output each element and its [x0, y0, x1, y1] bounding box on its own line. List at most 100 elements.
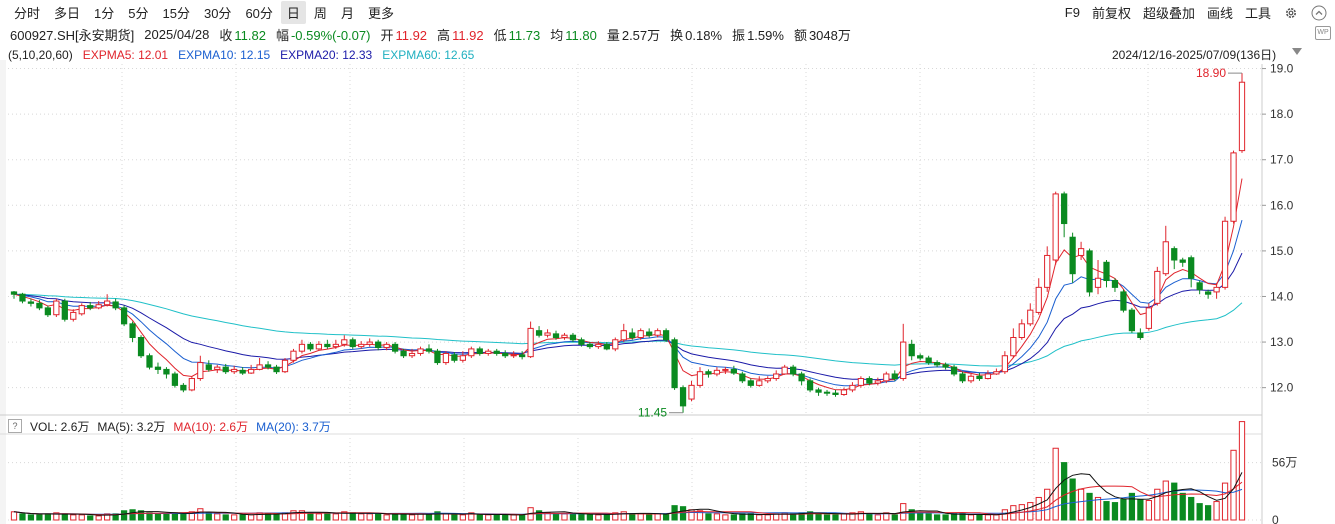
candle-up — [1221, 220, 1229, 288]
volume-bar-up — [231, 514, 238, 521]
volume-bar-down — [1171, 482, 1178, 521]
tab-9[interactable]: 月 — [340, 6, 354, 21]
draw-line-button[interactable]: 画线 — [1206, 6, 1233, 21]
volume-bar-up — [188, 511, 195, 521]
candle-down — [239, 369, 246, 374]
volume-bar-down — [603, 514, 610, 521]
candle-up — [1154, 270, 1161, 304]
volume-bar-down — [222, 514, 229, 521]
super-overlay-button[interactable]: 超级叠加 — [1142, 6, 1195, 21]
wp-badge[interactable]: WP — [1315, 26, 1331, 40]
settings-gear-icon[interactable] — [1283, 5, 1299, 21]
turnover-label: 换 — [670, 27, 684, 43]
volume-bar-up — [561, 513, 568, 521]
tab-10[interactable]: 更多 — [367, 6, 394, 21]
volume-bar-up — [332, 513, 339, 521]
close-label: 收 — [219, 27, 233, 43]
candle-down — [1111, 280, 1119, 288]
price-tick-label: 14.0 — [1270, 289, 1294, 303]
candle-up — [857, 378, 865, 386]
f9-button[interactable]: F9 — [1064, 5, 1080, 20]
volume-bar-up — [341, 511, 348, 521]
volume-bar-up — [620, 511, 627, 521]
tools-button[interactable]: 工具 — [1244, 6, 1271, 21]
volume-bar-up — [315, 513, 323, 521]
turnover-field: 换 0.18% — [670, 25, 722, 44]
volume-field: 量 2.57万 — [607, 25, 660, 44]
candle-up — [1145, 307, 1152, 329]
change-value: -0.59%(-0.07) — [290, 27, 371, 43]
volume-bar-down — [866, 513, 873, 521]
candle-up — [722, 368, 729, 371]
toolbar: 分时 多日 1分 5分 15分 30分 60分日周月更多 F9 前复权 超级叠加 画线 工具 — [0, 0, 1335, 25]
range-dropdown-icon[interactable] — [1292, 48, 1302, 55]
volume-bar-down — [1188, 496, 1195, 521]
candle-up — [417, 348, 424, 354]
change-field: 幅 -0.59%(-0.07) — [276, 25, 371, 44]
candle-up — [849, 384, 856, 391]
volume-bar-down — [1069, 478, 1076, 521]
candle-down — [1103, 261, 1110, 282]
vol-ma20-line — [13, 488, 1243, 515]
expma-params[interactable]: (5,10,20,60) — [8, 48, 73, 62]
volume-bar-down — [1086, 492, 1093, 521]
volume-bar-down — [493, 514, 500, 521]
date-range-label[interactable]: 2024/12/16-2025/07/09(136日) — [1112, 48, 1277, 62]
tab-6[interactable]: 60分 — [245, 6, 273, 21]
candle-down — [603, 343, 610, 350]
volume-bar-down — [739, 513, 746, 521]
volume-label: 量 — [606, 27, 620, 43]
candle-down — [493, 350, 500, 354]
candle-down — [137, 337, 145, 357]
candle-up — [332, 343, 339, 348]
candle-up — [1162, 241, 1169, 275]
candle-down — [180, 384, 187, 391]
volume-bar-up — [900, 503, 907, 521]
candle-down — [925, 357, 932, 364]
candle-down — [273, 366, 280, 373]
tab-5[interactable]: 30分 — [203, 6, 232, 21]
vol-ma10-line — [13, 481, 1243, 516]
volume-bar-up — [773, 513, 780, 521]
candle-down — [933, 362, 941, 366]
volume-bar-up — [95, 515, 102, 521]
candle-down — [569, 334, 577, 341]
candle-down — [205, 364, 212, 370]
tab-2[interactable]: 1分 — [94, 6, 115, 21]
tab-8[interactable]: 周 — [313, 6, 327, 21]
candle-up — [984, 373, 992, 380]
forward-adjust-button[interactable]: 前复权 — [1091, 6, 1131, 21]
symbol-label: 600927.SH[永安期货] — [10, 27, 135, 43]
volume-bar-down — [129, 509, 136, 521]
volume-bar-down — [476, 514, 483, 521]
candle-down — [1120, 291, 1127, 311]
collapse-up-icon[interactable] — [1311, 5, 1327, 21]
candle-up — [510, 354, 517, 357]
candle-up — [1044, 254, 1051, 288]
tab-4[interactable]: 15分 — [162, 6, 190, 21]
help-icon[interactable]: ? — [8, 419, 22, 433]
candle-up — [298, 343, 306, 352]
volume-bar-up — [53, 512, 60, 521]
candle-up — [485, 350, 492, 354]
expma60-label: EXPMA60: 12.65 — [382, 48, 475, 62]
volume-bar-down — [391, 513, 399, 521]
volume-bar-up — [1221, 482, 1229, 521]
volume-bar-down — [535, 510, 543, 521]
amount-field: 额 3048万 — [794, 25, 851, 44]
candle-down — [535, 330, 543, 336]
tab-1[interactable]: 多日 — [54, 6, 81, 21]
volume-tick-label: 56万 — [1272, 456, 1297, 470]
candle-up — [1238, 81, 1246, 152]
candle-down — [959, 373, 966, 382]
tab-0[interactable]: 分时 — [14, 6, 41, 21]
left-side-rail[interactable] — [0, 60, 6, 524]
tab-3[interactable]: 5分 — [128, 6, 149, 21]
candle-up — [442, 352, 450, 364]
candle-down — [705, 371, 712, 375]
candle-down — [1128, 309, 1136, 332]
tab-7[interactable]: 日 — [280, 1, 306, 24]
candle-down — [866, 378, 873, 384]
candle-up — [53, 300, 60, 316]
